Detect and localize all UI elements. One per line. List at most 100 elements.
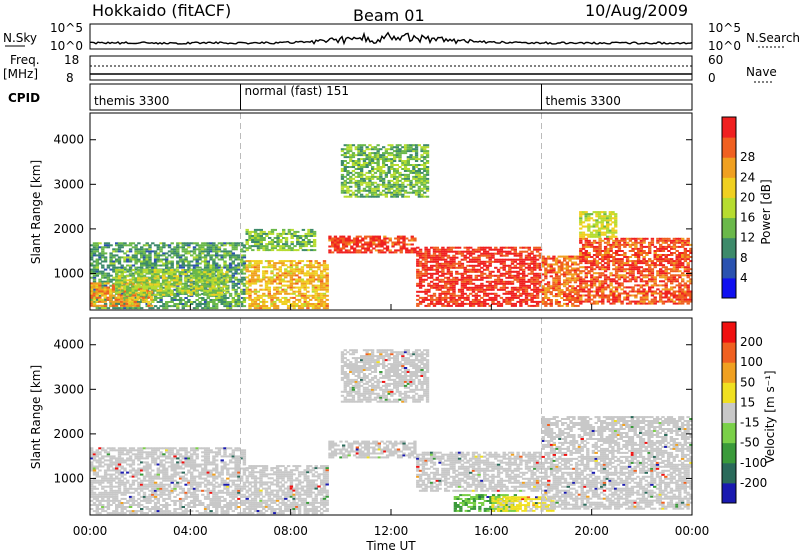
data-cell	[609, 288, 612, 290]
data-cell	[374, 182, 377, 184]
data-cell	[450, 249, 453, 251]
data-cell	[313, 245, 316, 247]
data-cell	[292, 307, 295, 309]
data-cell	[215, 305, 218, 307]
data-cell	[385, 176, 388, 178]
data-cell	[132, 269, 135, 271]
data-cell	[645, 238, 648, 240]
data-cell	[98, 297, 101, 299]
data-cell	[458, 299, 461, 301]
data-cell	[270, 272, 273, 274]
data-cell	[452, 265, 455, 267]
data-cell	[489, 273, 492, 275]
data-cell	[634, 244, 637, 246]
data-cell	[547, 281, 550, 283]
data-cell	[248, 247, 251, 249]
data-cell	[634, 280, 637, 282]
data-cell	[360, 184, 363, 186]
data-cell	[377, 196, 380, 198]
data-cell	[328, 236, 331, 238]
data-cell	[276, 272, 279, 274]
data-cell	[360, 168, 363, 170]
data-cell	[198, 281, 201, 283]
data-cell	[585, 286, 588, 288]
data-cell	[423, 158, 426, 160]
data-cell	[450, 271, 453, 273]
data-cell	[285, 249, 288, 251]
data-cell	[637, 268, 640, 270]
data-cell	[508, 269, 511, 271]
data-cell	[198, 305, 201, 307]
data-cell	[203, 271, 206, 273]
data-cell	[317, 268, 320, 270]
data-cell	[96, 275, 99, 277]
data-cell	[525, 251, 528, 253]
data-cell	[148, 271, 151, 273]
data-cell	[148, 259, 151, 261]
data-cell	[461, 301, 464, 303]
data-cell	[648, 252, 651, 254]
data-cell	[212, 261, 215, 263]
data-cell	[254, 245, 257, 247]
data-cell	[301, 266, 304, 268]
data-cell	[101, 265, 104, 267]
data-cell	[368, 154, 371, 156]
data-cell	[134, 254, 137, 256]
data-cell	[246, 241, 249, 243]
data-cell	[420, 172, 423, 174]
data-cell	[596, 260, 599, 262]
data-cell	[374, 172, 377, 174]
data-cell	[254, 283, 257, 285]
data-cell	[344, 176, 347, 178]
data-cell	[104, 305, 107, 307]
data-cell	[609, 250, 612, 252]
data-cell	[563, 285, 566, 287]
data-cell	[645, 284, 648, 286]
data-cell	[404, 166, 407, 168]
data-cell	[120, 299, 123, 301]
data-cell	[257, 299, 260, 301]
data-cell	[480, 279, 483, 281]
data-cell	[334, 236, 337, 238]
data-cell	[352, 166, 355, 168]
data-cell	[295, 303, 298, 305]
data-cell	[115, 290, 118, 292]
data-cell	[377, 150, 380, 152]
data-cell	[159, 301, 162, 303]
data-cell	[418, 144, 421, 146]
data-cell	[170, 292, 173, 294]
data-cell	[271, 243, 274, 245]
data-cell	[415, 156, 418, 158]
data-cell	[645, 276, 648, 278]
data-cell	[598, 246, 601, 248]
data-cell	[472, 291, 475, 293]
data-cell	[211, 275, 214, 277]
data-cell	[326, 295, 329, 297]
data-cell	[262, 239, 265, 241]
data-cell	[148, 246, 151, 248]
data-cell	[129, 273, 132, 275]
data-cell	[279, 293, 282, 295]
data-cell	[415, 160, 418, 162]
data-cell	[426, 196, 429, 198]
data-cell	[309, 262, 312, 264]
data-cell	[284, 291, 287, 293]
data-cell	[179, 301, 182, 303]
data-cell	[494, 293, 497, 295]
data-cell	[248, 289, 251, 291]
data-cell	[248, 233, 251, 235]
data-cell	[248, 307, 251, 309]
data-cell	[262, 231, 265, 233]
data-cell	[363, 150, 366, 152]
data-cell	[143, 290, 146, 292]
data-cell	[268, 307, 271, 309]
data-cell	[265, 285, 268, 287]
data-cell	[404, 186, 407, 188]
data-cell	[401, 188, 404, 190]
data-cell	[312, 264, 315, 266]
data-cell	[198, 294, 201, 296]
data-cell	[363, 152, 366, 154]
data-cell	[162, 271, 165, 273]
data-cell	[550, 303, 553, 305]
data-cell	[299, 237, 302, 239]
